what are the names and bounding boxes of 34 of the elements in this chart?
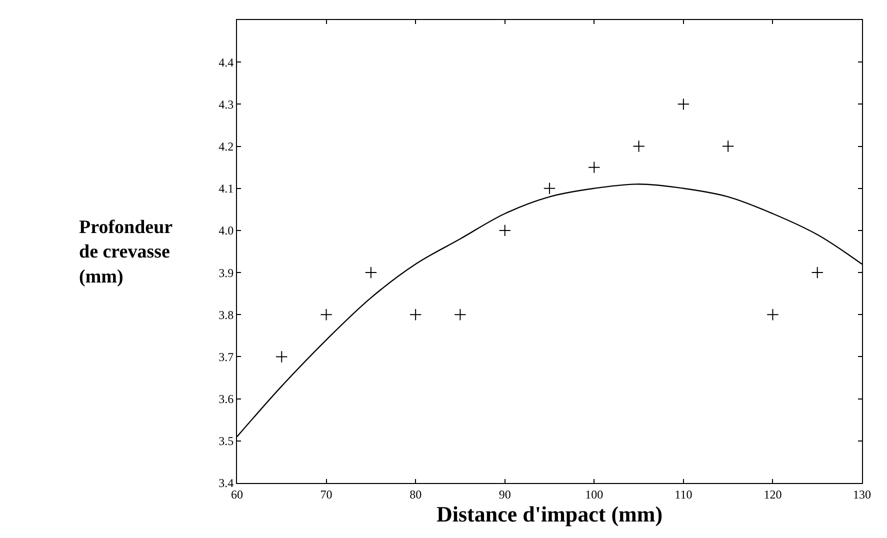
x-tick-label: 80 bbox=[410, 487, 422, 502]
x-tick-label: 60 bbox=[231, 487, 243, 502]
point bbox=[498, 224, 511, 237]
x-tick-label: 90 bbox=[498, 487, 511, 502]
y-tick-label: 4.0 bbox=[218, 224, 234, 238]
x-tick-label: 100 bbox=[585, 487, 604, 502]
point bbox=[722, 140, 734, 152]
y-tick-label: 4.3 bbox=[218, 97, 234, 112]
y-tick-label: 3.7 bbox=[218, 350, 234, 364]
point bbox=[276, 350, 288, 363]
y-tick-label: 4.1 bbox=[218, 182, 234, 196]
x-tick-label: 130 bbox=[853, 487, 871, 502]
y-tick-label: 3.8 bbox=[218, 308, 234, 322]
point bbox=[320, 308, 332, 321]
y-tick-label: 3.9 bbox=[218, 266, 234, 280]
point bbox=[632, 140, 645, 152]
point bbox=[588, 161, 600, 174]
point bbox=[811, 266, 824, 279]
y-tick-label: 4.4 bbox=[218, 55, 234, 70]
y-tick-label: 4.2 bbox=[218, 139, 234, 154]
y-tick-label: 3.4 bbox=[218, 476, 234, 490]
x-tick-label: 110 bbox=[674, 487, 692, 502]
x-tick-label: 70 bbox=[320, 487, 332, 502]
point bbox=[364, 266, 378, 279]
y-tick-label: 3.6 bbox=[218, 392, 234, 406]
x-axis-title: Distance d'impact (mm) bbox=[436, 501, 663, 526]
point bbox=[766, 308, 779, 321]
y-tick-label: 3.5 bbox=[218, 434, 234, 448]
point bbox=[454, 308, 466, 321]
x-tick-label: 120 bbox=[764, 487, 782, 502]
y-axis-title: Profondeur de crevasse (mm) bbox=[79, 217, 174, 288]
point bbox=[543, 182, 556, 194]
point bbox=[677, 98, 690, 110]
point bbox=[409, 308, 422, 321]
